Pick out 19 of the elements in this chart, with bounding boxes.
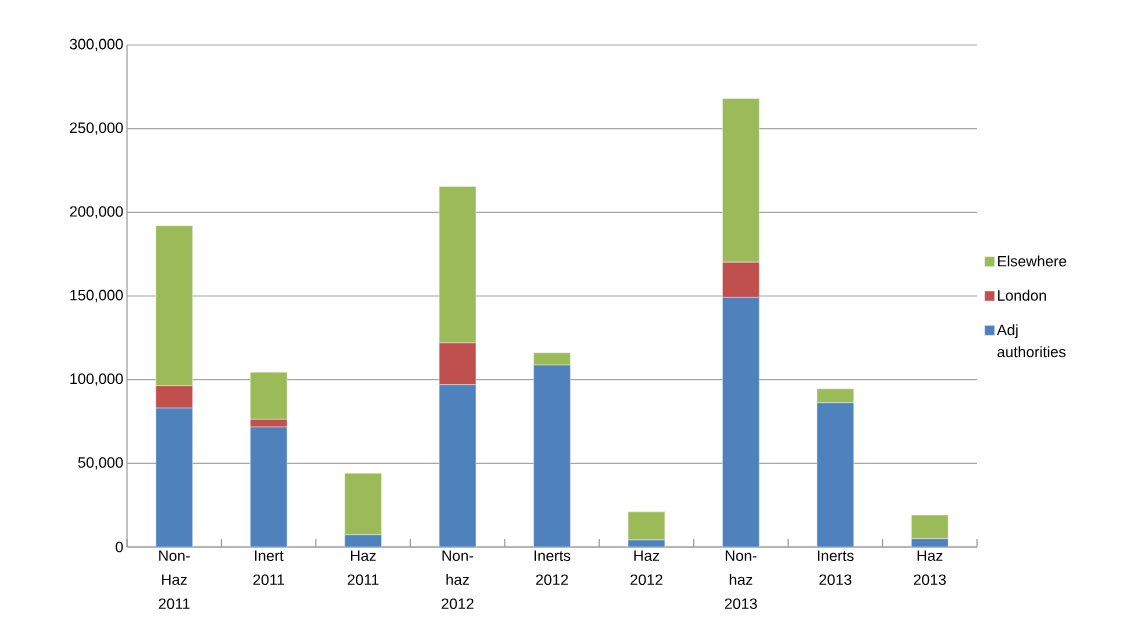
x-tick-label: Non-haz 2013 xyxy=(724,550,757,609)
y-tick-label: 100,000 xyxy=(70,373,123,386)
y-tick-label: 150,000 xyxy=(70,289,123,303)
legend-label: Adj authorities xyxy=(996,324,1066,358)
x-tick-label: Non-Haz 2011 xyxy=(158,550,190,609)
x-tick-label: Inerts 2012 xyxy=(534,550,571,585)
y-tick-label: 200,000 xyxy=(70,206,123,219)
y-tick-label: 0 xyxy=(115,541,123,553)
y-tick-label: 300,000 xyxy=(69,38,123,52)
x-tick-label: Inerts 2013 xyxy=(817,550,854,585)
x-tick-label: Inert 2011 xyxy=(253,550,285,585)
y-tick-label: 250,000 xyxy=(70,122,123,135)
x-tick-label: Non-haz 2012 xyxy=(441,550,474,609)
x-tick-label: Haz 2013 xyxy=(913,550,946,585)
legend-label: Elsewhere xyxy=(998,255,1067,267)
legend-label: London xyxy=(998,289,1046,301)
x-tick-label: Haz 2011 xyxy=(347,550,379,585)
x-tick-label: Haz 2012 xyxy=(630,550,663,585)
y-tick-label: 50,000 xyxy=(78,457,123,470)
